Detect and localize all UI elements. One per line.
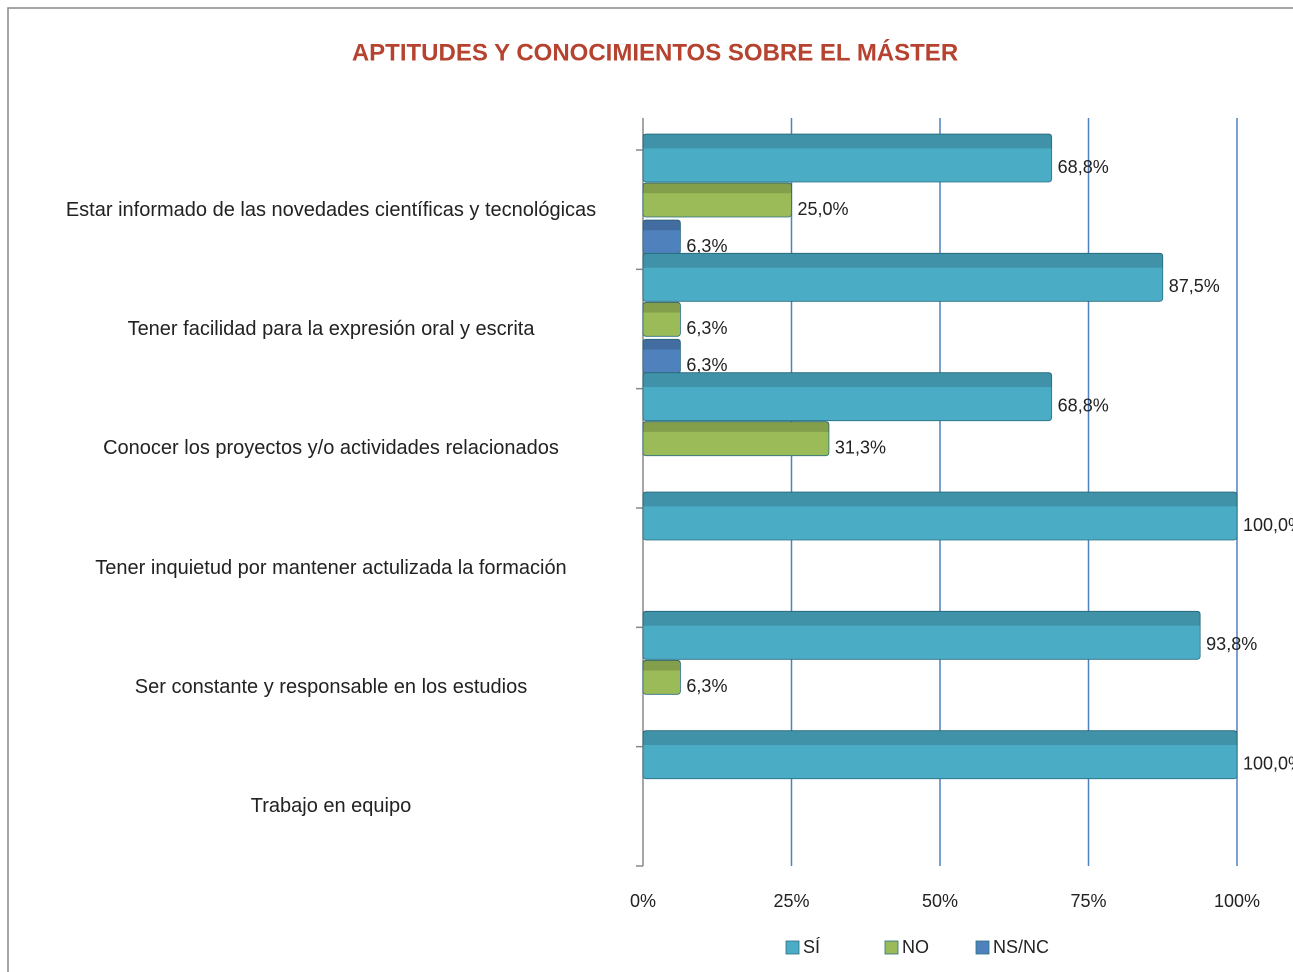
bar-highlight <box>643 220 681 231</box>
x-tick-label: 0% <box>630 891 656 911</box>
value-label: 6,3% <box>686 236 727 256</box>
value-label: 100,0% <box>1243 753 1293 773</box>
y-tick-label: Tener facilidad para la expresión oral y… <box>127 318 535 340</box>
bar <box>642 491 1238 541</box>
value-label: 68,8% <box>1058 157 1109 177</box>
y-tick-label: Trabajo en equipo <box>250 795 412 818</box>
value-label: 6,3% <box>686 318 727 338</box>
y-tick-label: Estar informado de las novedades científ… <box>65 198 597 221</box>
bar-highlight <box>643 134 1052 149</box>
legend-label: SÍ <box>803 937 820 957</box>
chart-title: APTITUDES Y CONOCIMIENTOS SOBRE EL MÁSTE… <box>352 38 958 66</box>
bar-highlight <box>643 421 829 432</box>
x-tick-label: 50% <box>922 891 958 911</box>
legend-swatch <box>884 940 899 955</box>
bar <box>642 182 792 218</box>
legend-label: NS/NC <box>993 937 1049 957</box>
bar-highlight <box>643 492 1237 507</box>
bar <box>642 252 1164 302</box>
value-label: 25,0% <box>798 199 849 219</box>
value-label: 6,3% <box>686 355 727 375</box>
legend-label: NO <box>902 937 929 957</box>
bar-highlight <box>643 183 792 194</box>
value-label: 100,0% <box>1243 515 1293 535</box>
bar <box>642 372 1053 422</box>
legend-swatch <box>975 940 990 955</box>
bar-highlight <box>643 253 1163 268</box>
bar-highlight <box>643 339 681 350</box>
bar-highlight <box>643 302 681 313</box>
y-tick-label: Ser constante y responsable en los estud… <box>134 676 528 698</box>
value-label: 68,8% <box>1058 395 1109 415</box>
y-tick-label: Tener inquietud por mantener actulizada … <box>95 556 567 579</box>
bar-highlight <box>643 611 1201 626</box>
legend-swatch <box>785 940 800 955</box>
bar <box>642 301 681 337</box>
value-label: 6,3% <box>686 676 727 696</box>
bar <box>642 659 681 695</box>
y-tick-label: Conocer los proyectos y/o actividades re… <box>103 437 559 460</box>
value-label: 93,8% <box>1206 634 1257 654</box>
value-label: 87,5% <box>1169 276 1220 296</box>
x-tick-label: 25% <box>773 891 809 911</box>
bar <box>642 421 830 457</box>
x-tick-label: 100% <box>1214 891 1260 911</box>
bar-highlight <box>643 730 1237 746</box>
bar-highlight <box>643 372 1052 388</box>
bar-highlight <box>643 660 681 671</box>
bar <box>642 133 1053 183</box>
bar <box>642 730 1238 780</box>
x-tick-label: 75% <box>1070 891 1106 911</box>
value-label: 31,3% <box>835 437 886 457</box>
bar <box>642 610 1201 660</box>
